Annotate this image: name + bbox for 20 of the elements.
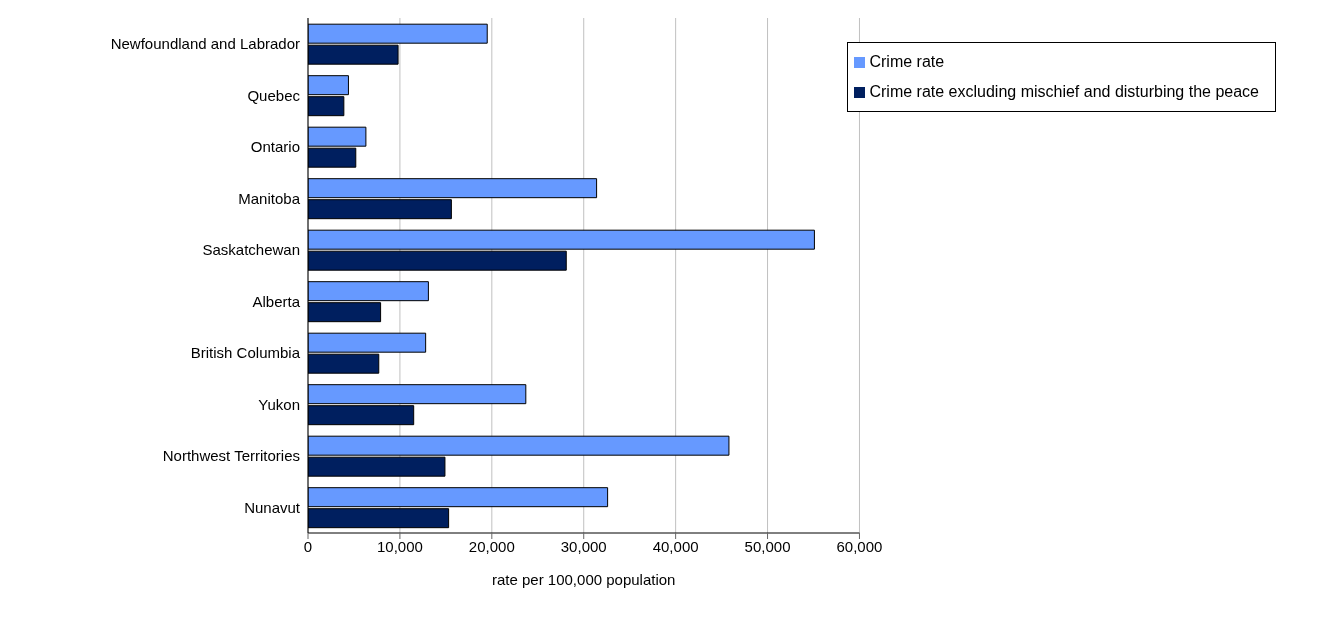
x-tick-label: 20,000 <box>468 537 515 555</box>
y-tick-label: Northwest Territories <box>162 447 300 465</box>
y-tick-label: Quebec <box>247 86 301 104</box>
legend-label: Crime rate excluding mischief and disturbing the peace <box>869 83 1259 100</box>
y-tick-label: Alberta <box>252 292 301 310</box>
x-tick-label: 10,000 <box>376 537 423 555</box>
y-tick-label: Manitoba <box>238 189 301 207</box>
x-tick-label: 40,000 <box>652 537 699 555</box>
y-tick-label: Nunavut <box>244 498 301 516</box>
x-tick-label: 30,000 <box>560 537 607 555</box>
y-tick-label: Saskatchewan <box>202 241 300 259</box>
x-axis-title: rate per 100,000 population <box>491 571 676 588</box>
y-tick-label: Yukon <box>258 395 300 413</box>
y-tick-label: Newfoundland and Labrador <box>110 35 300 53</box>
x-tick-label: 0 <box>303 537 313 555</box>
legend-label: Crime rate <box>869 53 945 70</box>
y-tick-label: Ontario <box>250 138 300 156</box>
x-tick-label: 50,000 <box>744 537 791 555</box>
x-tick-label: 60,000 <box>836 537 883 555</box>
y-tick-label: British Columbia <box>190 344 301 362</box>
